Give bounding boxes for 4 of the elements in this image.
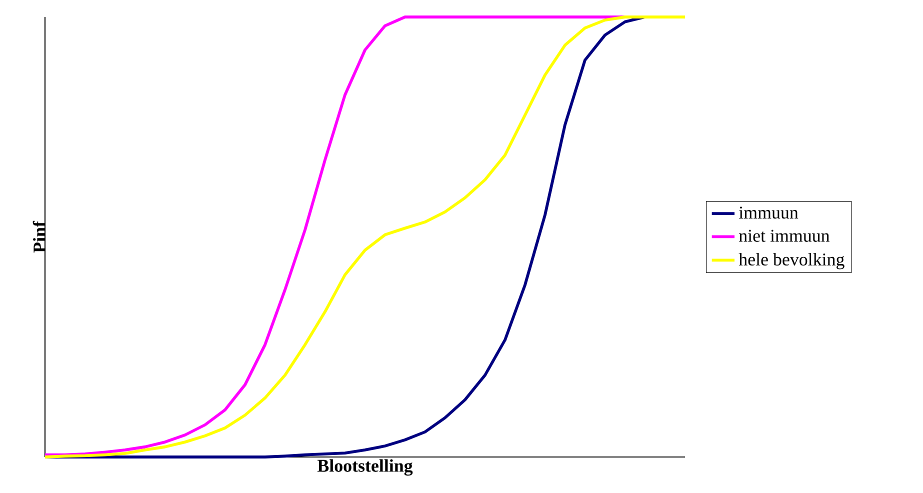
legend-label: immuun xyxy=(739,206,798,219)
legend-label: niet immuun xyxy=(739,230,830,242)
x-axis-title: Blootstelling xyxy=(317,459,413,476)
legend-label: hele bevolking xyxy=(738,252,844,270)
